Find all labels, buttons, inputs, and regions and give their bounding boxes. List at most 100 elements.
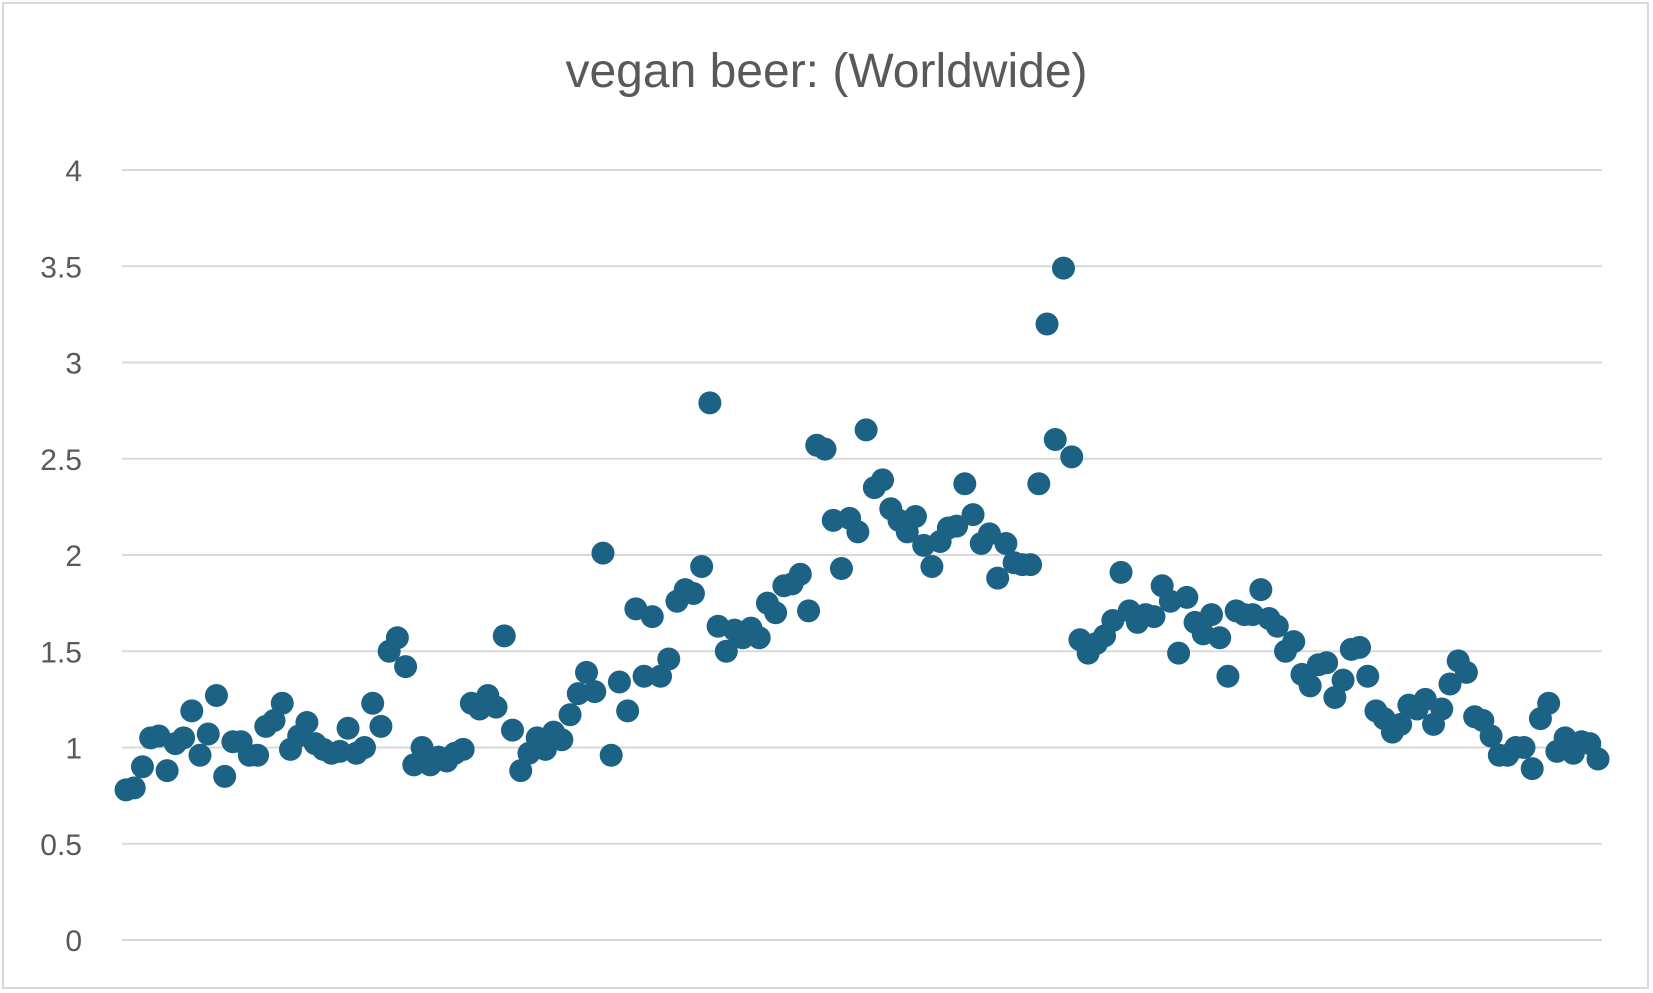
data-point bbox=[180, 699, 204, 723]
data-point bbox=[246, 743, 270, 767]
chart-title: vegan beer: (Worldwide) bbox=[565, 45, 1088, 98]
data-point bbox=[196, 722, 220, 746]
data-point bbox=[1586, 747, 1610, 771]
data-point bbox=[690, 555, 714, 579]
data-point bbox=[369, 714, 393, 738]
y-tick-label: 0.5 bbox=[40, 829, 82, 862]
data-point bbox=[920, 555, 944, 579]
data-point bbox=[871, 468, 895, 492]
data-point bbox=[961, 503, 985, 527]
data-point bbox=[1479, 724, 1503, 748]
data-point bbox=[1109, 560, 1133, 584]
data-point bbox=[1200, 603, 1223, 627]
data-point bbox=[591, 541, 615, 565]
data-point bbox=[846, 520, 870, 544]
y-tick-label: 1.5 bbox=[40, 636, 82, 669]
data-point bbox=[1520, 757, 1544, 781]
data-point bbox=[1175, 585, 1199, 609]
data-point bbox=[1208, 626, 1232, 650]
y-tick-label: 4 bbox=[65, 155, 82, 188]
data-point bbox=[352, 736, 376, 759]
data-point bbox=[1315, 651, 1339, 675]
data-point bbox=[1249, 578, 1273, 602]
y-axis-ticks: 0 0.5 1 1.5 2 2.5 3 3.5 4 bbox=[40, 155, 82, 958]
data-point bbox=[1019, 553, 1043, 577]
data-point bbox=[484, 695, 508, 719]
data-point bbox=[903, 505, 927, 528]
data-point bbox=[188, 743, 212, 767]
data-point bbox=[550, 728, 574, 752]
data-point bbox=[1060, 445, 1084, 469]
data-point bbox=[558, 703, 582, 727]
y-tick-label: 2.5 bbox=[40, 444, 82, 477]
data-point bbox=[1430, 697, 1454, 721]
data-point bbox=[1537, 691, 1561, 715]
data-point bbox=[501, 718, 524, 742]
data-point bbox=[385, 626, 409, 650]
data-point bbox=[130, 755, 154, 779]
data-point bbox=[1389, 712, 1413, 736]
data-point bbox=[204, 684, 228, 708]
data-point bbox=[1298, 674, 1322, 698]
gridlines bbox=[122, 169, 1602, 941]
data-point bbox=[714, 639, 738, 663]
data-point bbox=[1051, 256, 1075, 280]
y-tick-label: 3.5 bbox=[40, 251, 82, 284]
data-point bbox=[657, 647, 681, 671]
data-point bbox=[994, 531, 1018, 555]
data-point bbox=[295, 710, 319, 734]
data-point bbox=[632, 664, 656, 688]
data-point bbox=[1216, 664, 1240, 688]
data-point bbox=[583, 680, 607, 704]
y-tick-label: 2 bbox=[65, 540, 82, 573]
data-point bbox=[262, 709, 286, 733]
data-point bbox=[764, 601, 788, 625]
data-point bbox=[1282, 630, 1306, 654]
data-point bbox=[402, 753, 426, 777]
data-point bbox=[797, 599, 821, 623]
data-point bbox=[599, 743, 623, 767]
data-point bbox=[451, 737, 475, 761]
data-point bbox=[172, 726, 196, 750]
data-point bbox=[649, 664, 673, 688]
data-point bbox=[155, 759, 179, 783]
data-point bbox=[1512, 736, 1536, 759]
data-point bbox=[1142, 605, 1166, 629]
data-point bbox=[1035, 312, 1059, 336]
data-point bbox=[394, 655, 418, 679]
data-point bbox=[1323, 685, 1347, 709]
data-point bbox=[1454, 660, 1478, 684]
data-point bbox=[361, 691, 385, 715]
data-point bbox=[813, 437, 837, 461]
data-point bbox=[698, 391, 722, 415]
data-point bbox=[336, 716, 360, 740]
data-point bbox=[945, 514, 969, 538]
data-point bbox=[681, 582, 705, 605]
y-tick-label: 0 bbox=[65, 925, 82, 958]
data-point bbox=[213, 764, 237, 788]
y-tick-label: 1 bbox=[65, 733, 82, 766]
data-point bbox=[986, 566, 1010, 590]
data-point bbox=[575, 660, 599, 684]
data-point bbox=[1348, 635, 1372, 659]
y-tick-label: 3 bbox=[65, 348, 82, 381]
data-point bbox=[640, 605, 664, 629]
data-point bbox=[509, 759, 533, 783]
data-point bbox=[1043, 428, 1067, 451]
data-point bbox=[854, 418, 878, 442]
data-point bbox=[1356, 664, 1380, 688]
data-point bbox=[122, 776, 146, 800]
data-point bbox=[829, 556, 853, 580]
data-point bbox=[607, 670, 631, 694]
data-point bbox=[747, 626, 771, 650]
data-points bbox=[114, 256, 1610, 802]
data-point bbox=[492, 624, 516, 648]
data-point bbox=[1167, 641, 1191, 665]
data-point bbox=[616, 699, 640, 723]
data-point bbox=[270, 691, 294, 715]
data-point bbox=[1331, 668, 1355, 692]
data-point bbox=[1438, 672, 1462, 696]
data-point bbox=[1265, 614, 1289, 638]
data-point bbox=[788, 562, 812, 586]
